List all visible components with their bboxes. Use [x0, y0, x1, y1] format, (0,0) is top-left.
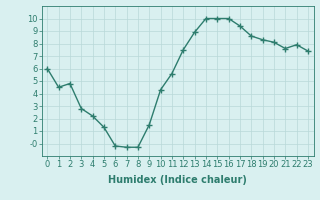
X-axis label: Humidex (Indice chaleur): Humidex (Indice chaleur) — [108, 175, 247, 185]
